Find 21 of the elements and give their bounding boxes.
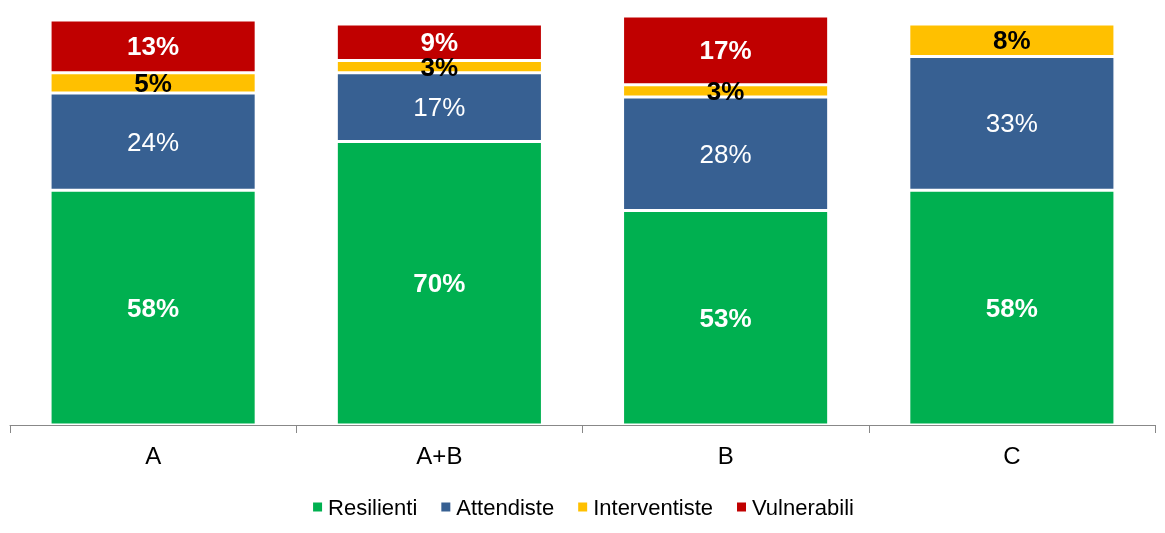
data-label: 13% — [127, 31, 180, 62]
legend-label: Resilienti — [328, 494, 418, 520]
data-label: 24% — [127, 126, 180, 157]
data-label: 53% — [699, 302, 752, 333]
data-label: 8% — [993, 25, 1031, 56]
data-label: 70% — [413, 268, 466, 299]
data-label: 9% — [420, 27, 459, 58]
legend-label: Vulnerabili — [752, 494, 854, 520]
legend-label: Attendiste — [456, 494, 555, 520]
data-label: 17% — [699, 35, 752, 66]
data-label: 5% — [134, 67, 172, 98]
data-label: 58% — [985, 292, 1038, 323]
data-label: 17% — [413, 92, 466, 123]
x-tick-label: C — [1003, 441, 1021, 469]
data-label: 28% — [699, 138, 752, 169]
x-tick-label: A — [145, 441, 162, 469]
data-label: 58% — [127, 292, 180, 323]
data-label: 33% — [985, 108, 1038, 139]
x-tick-label: A+B — [416, 441, 463, 469]
legend-label: Interventiste — [593, 494, 714, 520]
x-tick-label: B — [717, 441, 734, 469]
